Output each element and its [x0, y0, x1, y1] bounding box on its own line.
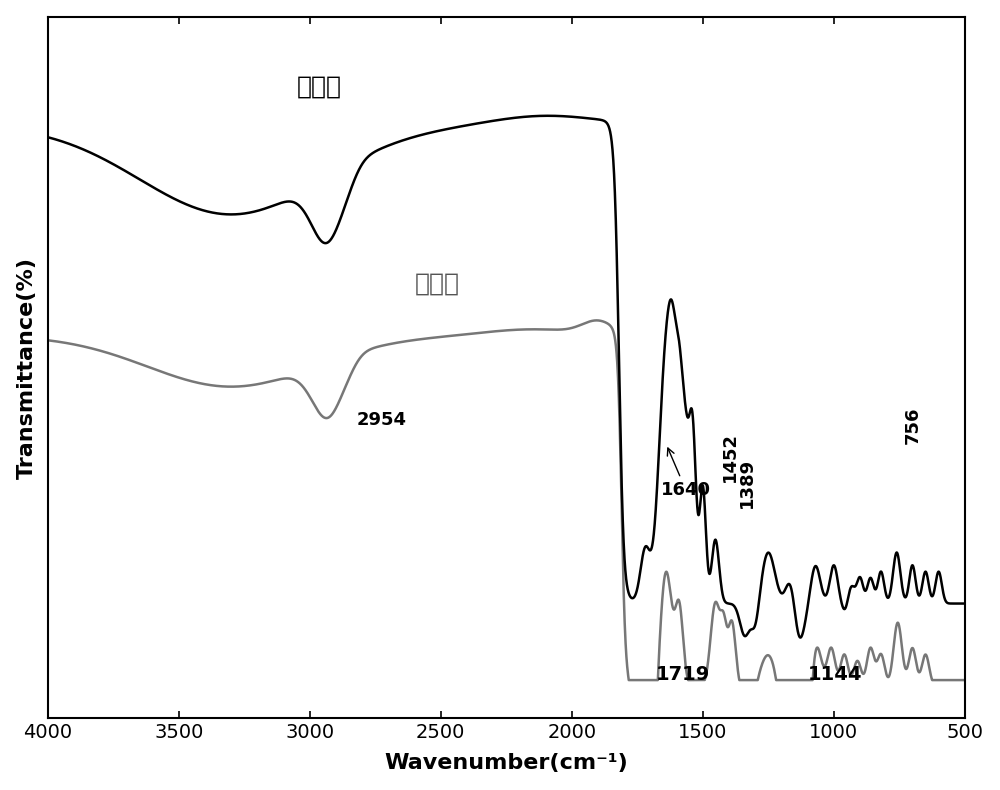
Text: 1144: 1144 [808, 665, 862, 684]
Text: 1389: 1389 [738, 457, 756, 508]
Text: 1719: 1719 [656, 665, 710, 684]
Text: 1452: 1452 [721, 432, 739, 483]
Text: 756: 756 [903, 407, 921, 444]
Text: 1640: 1640 [661, 448, 711, 499]
Text: 2954: 2954 [357, 411, 407, 429]
Text: 洗脱后: 洗脱后 [415, 272, 460, 296]
X-axis label: Wavenumber(cm⁻¹): Wavenumber(cm⁻¹) [384, 754, 628, 773]
Y-axis label: Transmittance(%): Transmittance(%) [17, 257, 37, 479]
Text: 洗脱前: 洗脱前 [297, 74, 342, 98]
